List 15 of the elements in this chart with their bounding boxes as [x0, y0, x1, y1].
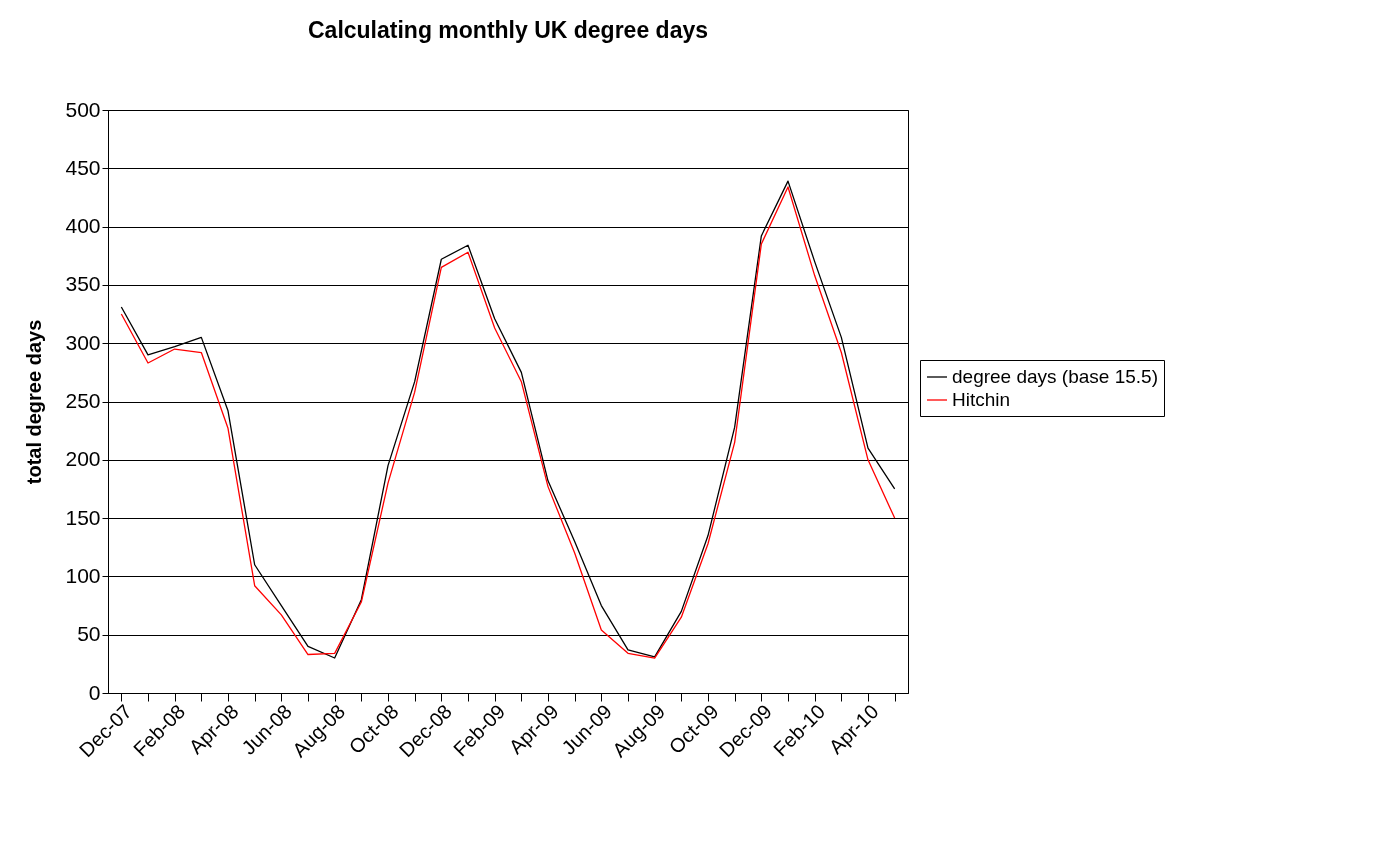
- y-tick-label: 400: [65, 214, 101, 238]
- y-tick-label: 200: [65, 447, 101, 471]
- chart-title: Calculating monthly UK degree days: [307, 17, 709, 43]
- y-tick-label: 150: [65, 505, 101, 529]
- y-axis-title: total degree days: [23, 319, 46, 485]
- y-tick-label: 50: [77, 622, 101, 646]
- y-tick-label: 250: [65, 389, 101, 412]
- y-tick-label: 450: [65, 155, 101, 179]
- y-tick-label: 350: [65, 272, 101, 296]
- y-tick-label: 0: [88, 680, 101, 704]
- y-tick-label: 100: [65, 563, 101, 587]
- legend-label: Hitchin: [952, 389, 1011, 410]
- y-tick-label: 300: [65, 330, 101, 354]
- legend-label: degree days (base 15.5): [952, 366, 1158, 387]
- y-tick-label: 500: [65, 97, 101, 121]
